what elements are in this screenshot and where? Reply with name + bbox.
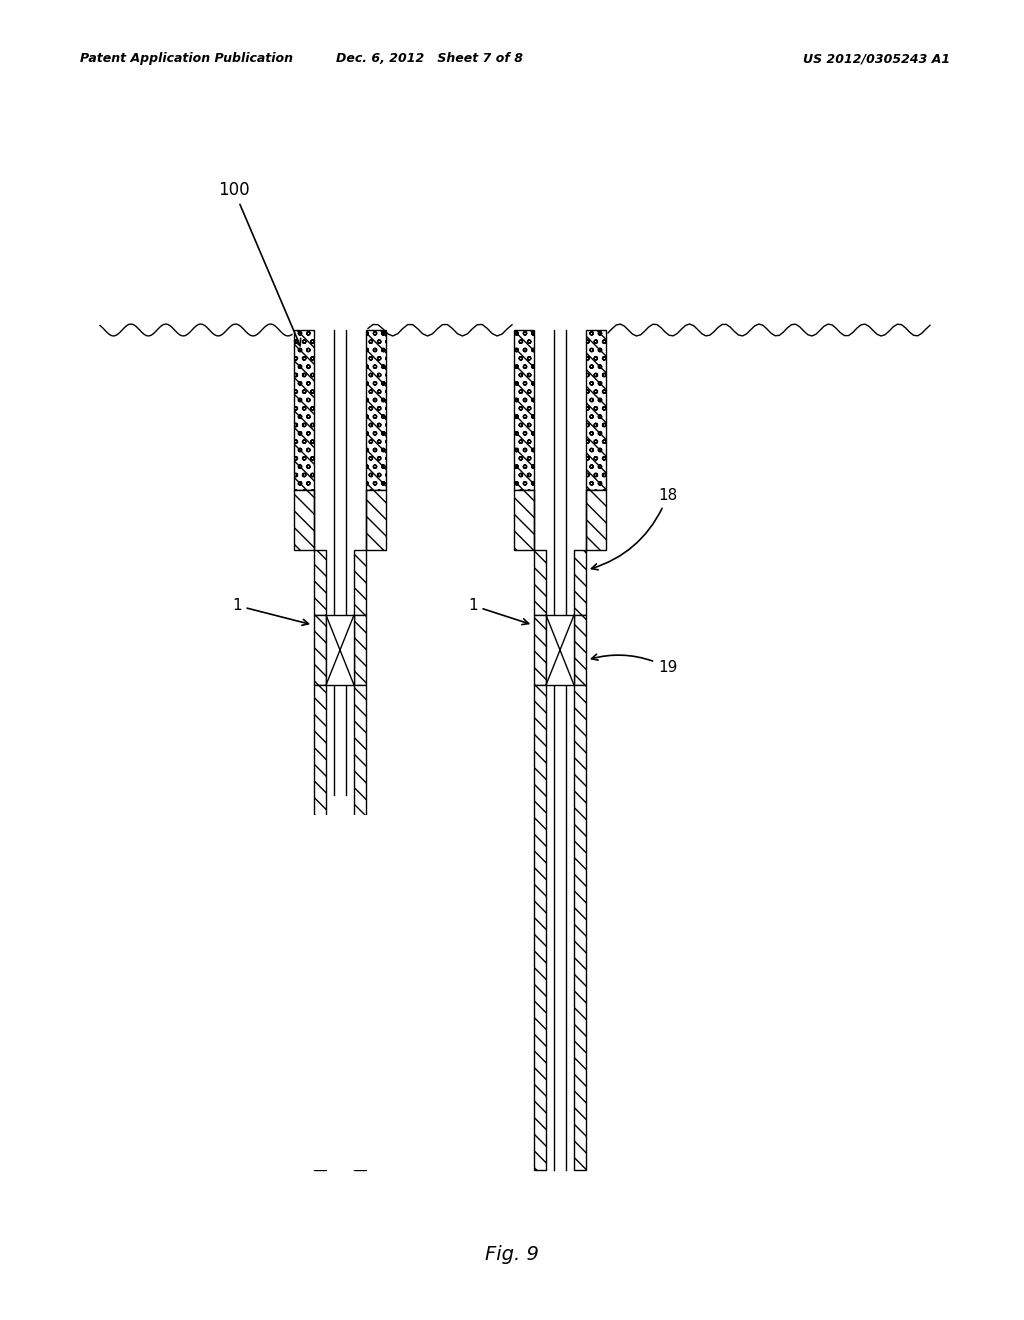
Bar [312, 814, 368, 1170]
Text: 18: 18 [592, 488, 677, 570]
Text: Patent Application Publication: Patent Application Publication [80, 51, 293, 65]
Bar [574, 685, 586, 1170]
Bar [354, 550, 366, 615]
Bar [294, 330, 314, 490]
Bar [586, 330, 606, 490]
Polygon shape [366, 490, 386, 550]
Polygon shape [294, 490, 314, 550]
Bar [314, 685, 326, 1170]
Text: Dec. 6, 2012   Sheet 7 of 8: Dec. 6, 2012 Sheet 7 of 8 [337, 51, 523, 65]
Bar [586, 330, 606, 490]
Text: 19: 19 [592, 655, 677, 675]
Bar [354, 615, 366, 685]
Bar [366, 330, 386, 490]
Bar [574, 615, 586, 685]
Polygon shape [514, 490, 534, 550]
Bar [546, 615, 574, 685]
Text: 100: 100 [218, 181, 301, 346]
Bar [314, 550, 326, 615]
Bar [514, 330, 534, 490]
Text: 1: 1 [468, 598, 528, 624]
Text: US 2012/0305243 A1: US 2012/0305243 A1 [803, 51, 950, 65]
Bar [574, 550, 586, 615]
Bar [366, 330, 386, 490]
Polygon shape [586, 490, 606, 550]
Bar [534, 550, 546, 615]
Text: 1: 1 [232, 598, 308, 626]
Bar [314, 615, 326, 685]
Bar [514, 330, 534, 490]
Bar [534, 685, 546, 1170]
Bar [326, 615, 354, 685]
Text: Fig. 9: Fig. 9 [485, 1245, 539, 1265]
Bar [294, 330, 314, 490]
Bar [534, 615, 546, 685]
Bar [354, 685, 366, 1170]
